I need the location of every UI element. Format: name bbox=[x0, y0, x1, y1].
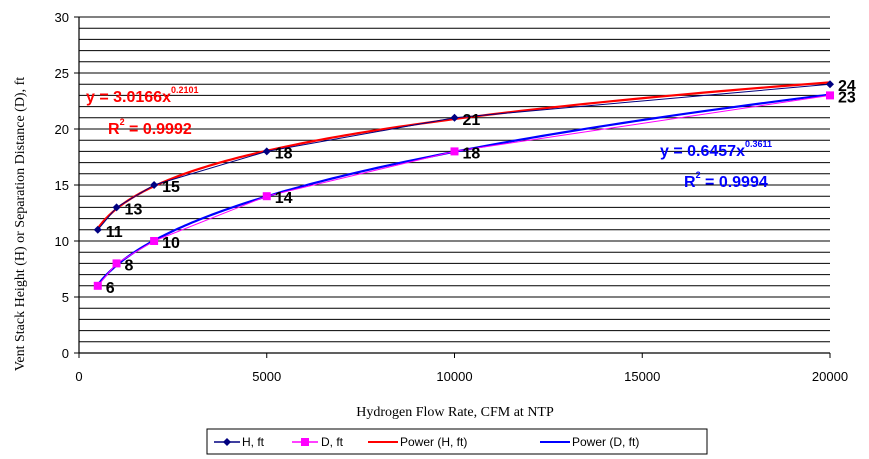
data-label-d: 10 bbox=[162, 235, 180, 252]
data-label-d: 8 bbox=[125, 257, 134, 274]
trend-equation-d-main: y = 0.6457x bbox=[660, 143, 745, 160]
series-h-point bbox=[262, 147, 271, 156]
data-label-h: 11 bbox=[106, 224, 123, 241]
trend-equation-h: y = 3.0166x0.2101 bbox=[86, 85, 199, 106]
y-tick-label: 10 bbox=[55, 234, 69, 249]
legend-label-power-d: Power (D, ft) bbox=[572, 435, 639, 449]
x-tick-label: 20000 bbox=[812, 369, 848, 384]
y-tick-label: 25 bbox=[55, 66, 69, 81]
trend-r2-d-main: R bbox=[684, 174, 696, 191]
data-label-d: 23 bbox=[838, 89, 856, 106]
trend-r2-d: R2 = 0.9994 bbox=[684, 170, 768, 191]
y-tick-label: 20 bbox=[55, 122, 69, 137]
legend-label-power-h: Power (H, ft) bbox=[400, 435, 467, 449]
legend-label-h: H, ft bbox=[242, 435, 265, 449]
legend: H, ft D, ft Power (H, ft) Power (D, ft) bbox=[206, 428, 708, 455]
legend-box bbox=[206, 428, 708, 455]
data-label-h: 13 bbox=[125, 201, 143, 218]
trend-equation-d-exponent: 0.3611 bbox=[745, 139, 772, 149]
series-d-point bbox=[826, 91, 834, 100]
y-tick-label: 5 bbox=[62, 290, 69, 305]
series-d-point bbox=[150, 237, 159, 245]
x-tick-label: 15000 bbox=[624, 369, 660, 384]
legend-label-d: D, ft bbox=[321, 435, 344, 449]
series-h-point bbox=[150, 181, 159, 189]
legend-swatch-h-diamond bbox=[223, 438, 231, 446]
trendline-power-d bbox=[96, 93, 831, 286]
legend-item-power-h: Power (H, ft) bbox=[368, 435, 467, 449]
series-h-point bbox=[93, 225, 102, 234]
data-label-h: 15 bbox=[162, 179, 180, 196]
trend-r2-h-value: = 0.9992 bbox=[125, 121, 192, 138]
x-tick-labels: 0 5000 10000 15000 20000 bbox=[75, 369, 848, 384]
trend-equation-d: y = 0.6457x0.3611 bbox=[660, 139, 772, 160]
series-h-point bbox=[450, 113, 459, 122]
x-tick-label: 10000 bbox=[436, 369, 472, 384]
data-label-h: 18 bbox=[275, 145, 293, 162]
legend-item-h: H, ft bbox=[214, 435, 265, 449]
trend-equation-h-exponent: 0.2101 bbox=[171, 85, 199, 95]
series-d-point bbox=[262, 192, 271, 201]
legend-swatch-d-square bbox=[301, 438, 309, 446]
legend-item-power-d: Power (D, ft) bbox=[540, 435, 639, 449]
trend-r2-h: R2 = 0.9992 bbox=[108, 117, 192, 138]
trend-r2-h-sup: 2 bbox=[120, 117, 125, 127]
series-h-point bbox=[826, 80, 834, 89]
y-tick-labels: 0 5 10 15 20 25 30 bbox=[55, 10, 69, 361]
y-tick-label: 0 bbox=[62, 346, 69, 361]
axes bbox=[74, 16, 831, 358]
data-label-h: 24 bbox=[838, 78, 856, 95]
trend-r2-h-main: R bbox=[108, 121, 120, 138]
trend-r2-d-sup: 2 bbox=[696, 170, 701, 180]
x-tick-label: 5000 bbox=[252, 369, 281, 384]
series-d-point bbox=[93, 281, 102, 290]
trend-equation-h-main: y = 3.0166x bbox=[86, 89, 171, 106]
legend-item-d: D, ft bbox=[292, 435, 344, 449]
trend-r2-d-value: = 0.9994 bbox=[701, 174, 768, 191]
data-label-d: 14 bbox=[275, 190, 293, 207]
x-axis-title: Hydrogen Flow Rate, CFM at NTP bbox=[356, 405, 554, 420]
y-tick-label: 15 bbox=[55, 178, 69, 193]
y-axis-title: Vent Stack Height (H) or Separation Dist… bbox=[13, 77, 28, 371]
data-label-d: 18 bbox=[463, 145, 481, 162]
series-h-line bbox=[97, 83, 831, 231]
series-h-point bbox=[112, 203, 121, 212]
y-tick-label: 30 bbox=[55, 10, 69, 25]
data-series bbox=[93, 80, 834, 290]
series-d-point bbox=[450, 147, 459, 156]
data-label-h: 21 bbox=[463, 112, 481, 129]
series-d-point bbox=[112, 259, 121, 268]
x-tick-label: 0 bbox=[75, 369, 82, 384]
data-label-d: 6 bbox=[106, 280, 115, 297]
